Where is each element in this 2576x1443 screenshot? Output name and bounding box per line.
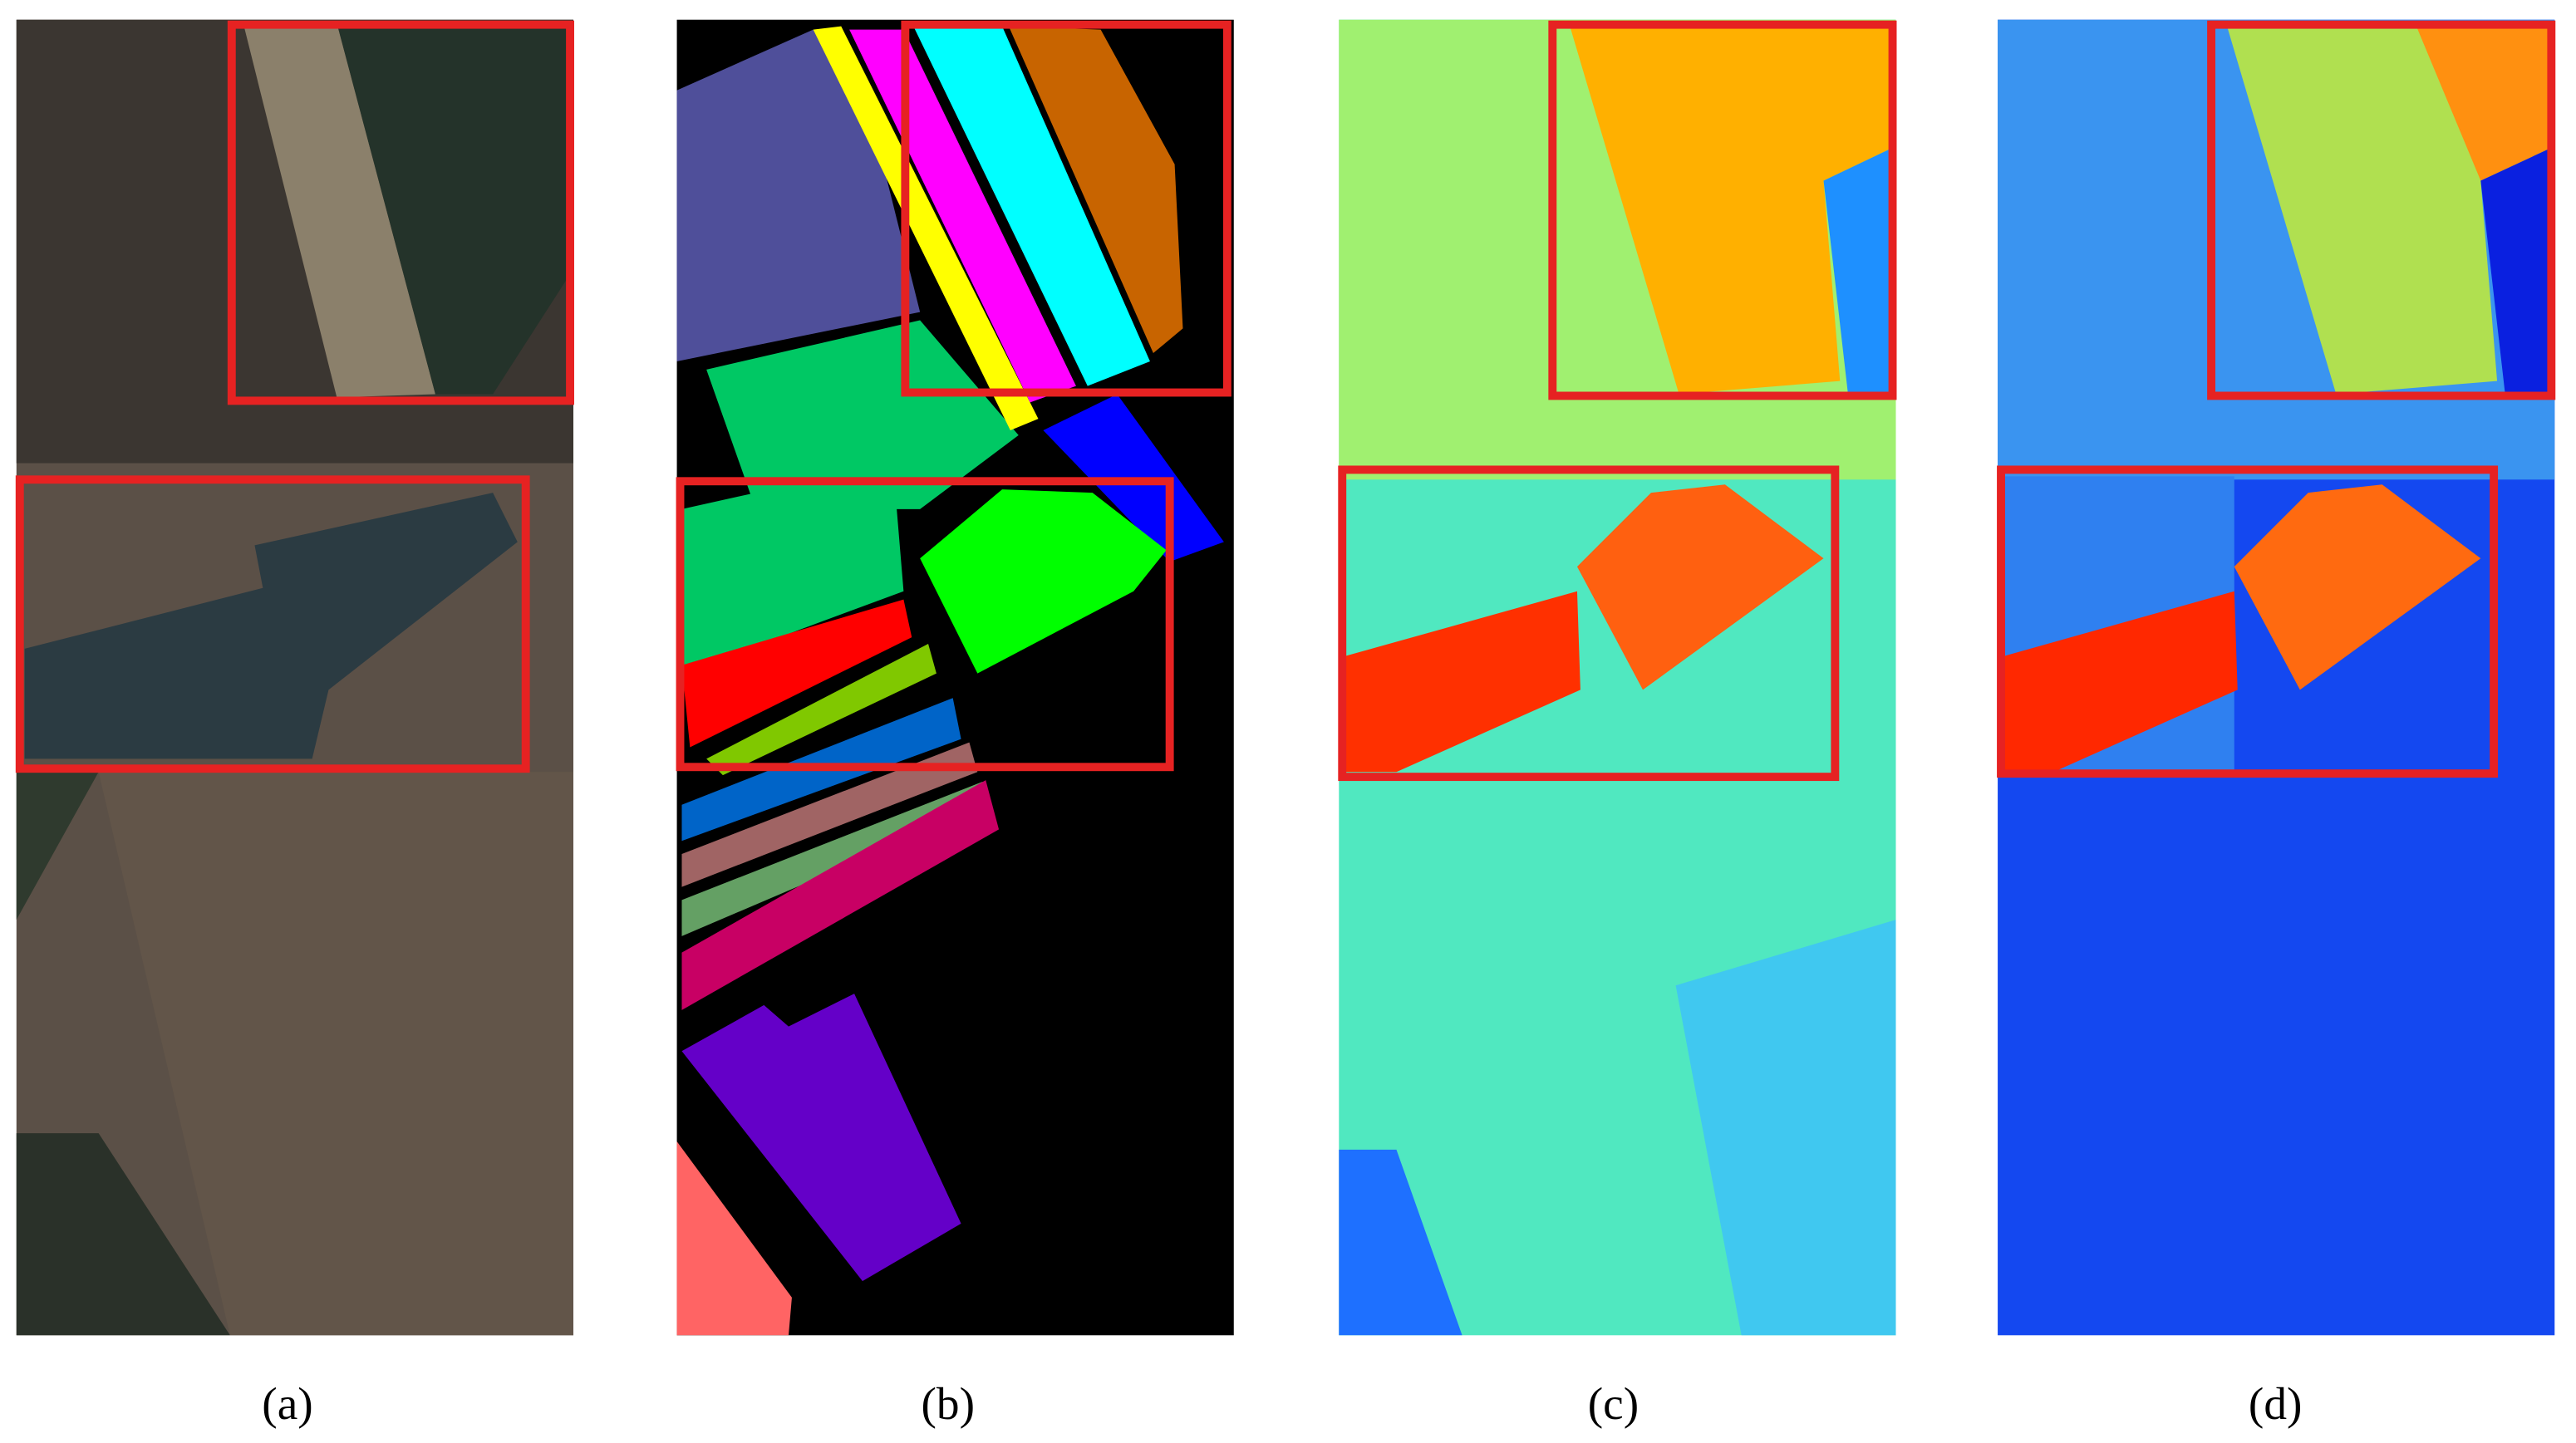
water	[24, 493, 518, 759]
panel-d: (d)	[1997, 19, 2556, 1429]
field	[98, 772, 574, 1336]
field	[2234, 484, 2481, 690]
field	[2415, 22, 2552, 181]
panel-label: (d)	[2249, 1378, 2303, 1429]
class-region	[913, 26, 1150, 386]
class-region	[706, 643, 937, 776]
class-region	[681, 782, 990, 936]
field	[2480, 147, 2552, 396]
panel-a: (a)	[15, 19, 574, 1429]
highlight-box	[1997, 465, 2499, 778]
highlight-box	[901, 20, 1231, 397]
class-region	[676, 1141, 792, 1336]
class-region	[681, 493, 904, 674]
field	[1823, 147, 1893, 396]
field	[243, 22, 435, 398]
class-region	[681, 994, 961, 1282]
highlight-box	[676, 477, 1174, 772]
highlight-box	[15, 475, 530, 773]
panel-label: (a)	[262, 1378, 312, 1429]
class-region	[681, 742, 978, 887]
panel-label: (c)	[1588, 1378, 1639, 1429]
field	[337, 22, 568, 395]
field	[1675, 920, 1896, 1336]
highlight-box	[1548, 20, 1897, 400]
class-region	[1008, 26, 1183, 354]
class-region	[706, 320, 1019, 509]
field	[16, 772, 99, 920]
field	[2001, 591, 2238, 773]
field	[1576, 484, 1824, 690]
highlight-box	[1338, 465, 1840, 782]
panel-c: (c)	[1338, 19, 1897, 1429]
highlight-box	[2207, 20, 2556, 400]
field	[1342, 591, 1581, 773]
panel-b: (b)	[676, 19, 1234, 1429]
class-region	[681, 780, 1000, 1010]
field	[1339, 1149, 1463, 1336]
class-region	[920, 489, 1167, 674]
class-region	[813, 26, 1039, 430]
field	[1569, 22, 1893, 395]
field	[16, 1133, 230, 1336]
class-region	[681, 599, 912, 748]
highlight-box	[227, 20, 574, 405]
panel-label: (b)	[921, 1378, 975, 1429]
